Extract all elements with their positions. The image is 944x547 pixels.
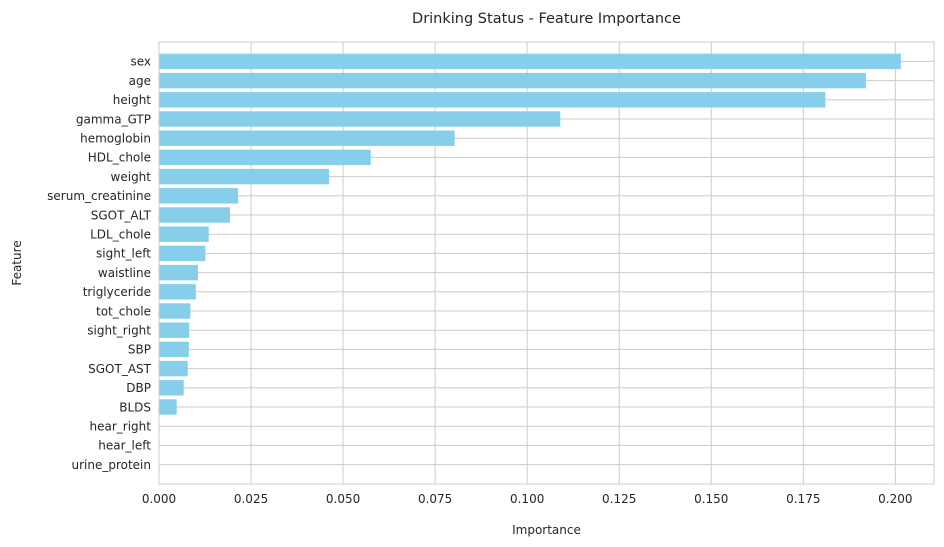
bar-waistline — [159, 264, 199, 281]
y-tick-label: hemoglobin — [80, 132, 151, 146]
bar-sight-right — [159, 322, 190, 338]
bar-age — [159, 72, 866, 89]
y-tick-label: SGOT_AST — [88, 362, 152, 376]
bar-tot-chole — [159, 303, 191, 319]
x-tick-label: 0.125 — [602, 492, 636, 506]
bar-dbp — [159, 380, 184, 396]
y-tick-label: height — [113, 93, 152, 107]
y-tick-label: triglyceride — [83, 285, 151, 299]
y-tick-label: hear_right — [90, 420, 152, 434]
bar-blds — [159, 399, 177, 415]
bar-triglyceride — [159, 284, 196, 300]
y-tick-label: BLDS — [119, 400, 151, 414]
bar-sgot-ast — [159, 360, 188, 377]
y-tick-label: LDL_chole — [90, 228, 151, 242]
x-axis-title: Importance — [512, 523, 581, 537]
bar-hdl-chole — [159, 149, 371, 166]
bar-serum-creatinine — [159, 188, 239, 204]
plot-frame — [158, 41, 935, 485]
bar-ldl-chole — [159, 226, 209, 242]
y-tick-label: HDL_chole — [88, 151, 151, 165]
bar-sight-left — [159, 245, 206, 262]
y-tick-label: urine_protein — [71, 458, 151, 472]
y-tick-label: weight — [111, 170, 152, 184]
y-tick-label: serum_creatinine — [47, 189, 151, 203]
x-tick-label: 0.025 — [234, 492, 268, 506]
y-tick-label: SBP — [128, 343, 151, 357]
y-tick-label: age — [129, 74, 151, 88]
y-axis-title: Feature — [10, 240, 24, 285]
x-tick-label: 0.075 — [418, 492, 452, 506]
y-tick-label: tot_chole — [96, 304, 151, 318]
x-tick-label: 0.150 — [694, 492, 728, 506]
bar-sex — [159, 53, 901, 70]
bar-gamma-gtp — [159, 111, 561, 127]
bar-sbp — [159, 341, 189, 358]
chart-title: Drinking Status - Feature Importance — [412, 11, 681, 27]
y-tick-label: sex — [130, 55, 151, 69]
x-tick-label: 0.000 — [142, 492, 176, 506]
bar-weight — [159, 168, 330, 185]
y-tick-label: hear_left — [98, 439, 151, 453]
y-tick-label: sight_left — [96, 247, 151, 261]
x-tick-label: 0.200 — [878, 492, 912, 506]
bar-hemoglobin — [159, 130, 455, 146]
y-tick-label: gamma_GTP — [76, 112, 151, 126]
y-tick-label: waistline — [98, 266, 151, 280]
bar-height — [159, 92, 826, 108]
x-tick-label: 0.175 — [786, 492, 820, 506]
x-tick-label: 0.100 — [510, 492, 544, 506]
y-tick-label: SGOT_ALT — [91, 208, 152, 222]
bar-sgot-alt — [159, 207, 231, 223]
y-tick-label: DBP — [126, 381, 151, 395]
plot-area: sex age height gamma_GTP hemoglobin HDL_chole… — [47, 41, 935, 506]
y-tick-label: sight_right — [87, 324, 151, 338]
x-tick-label: 0.050 — [326, 492, 360, 506]
